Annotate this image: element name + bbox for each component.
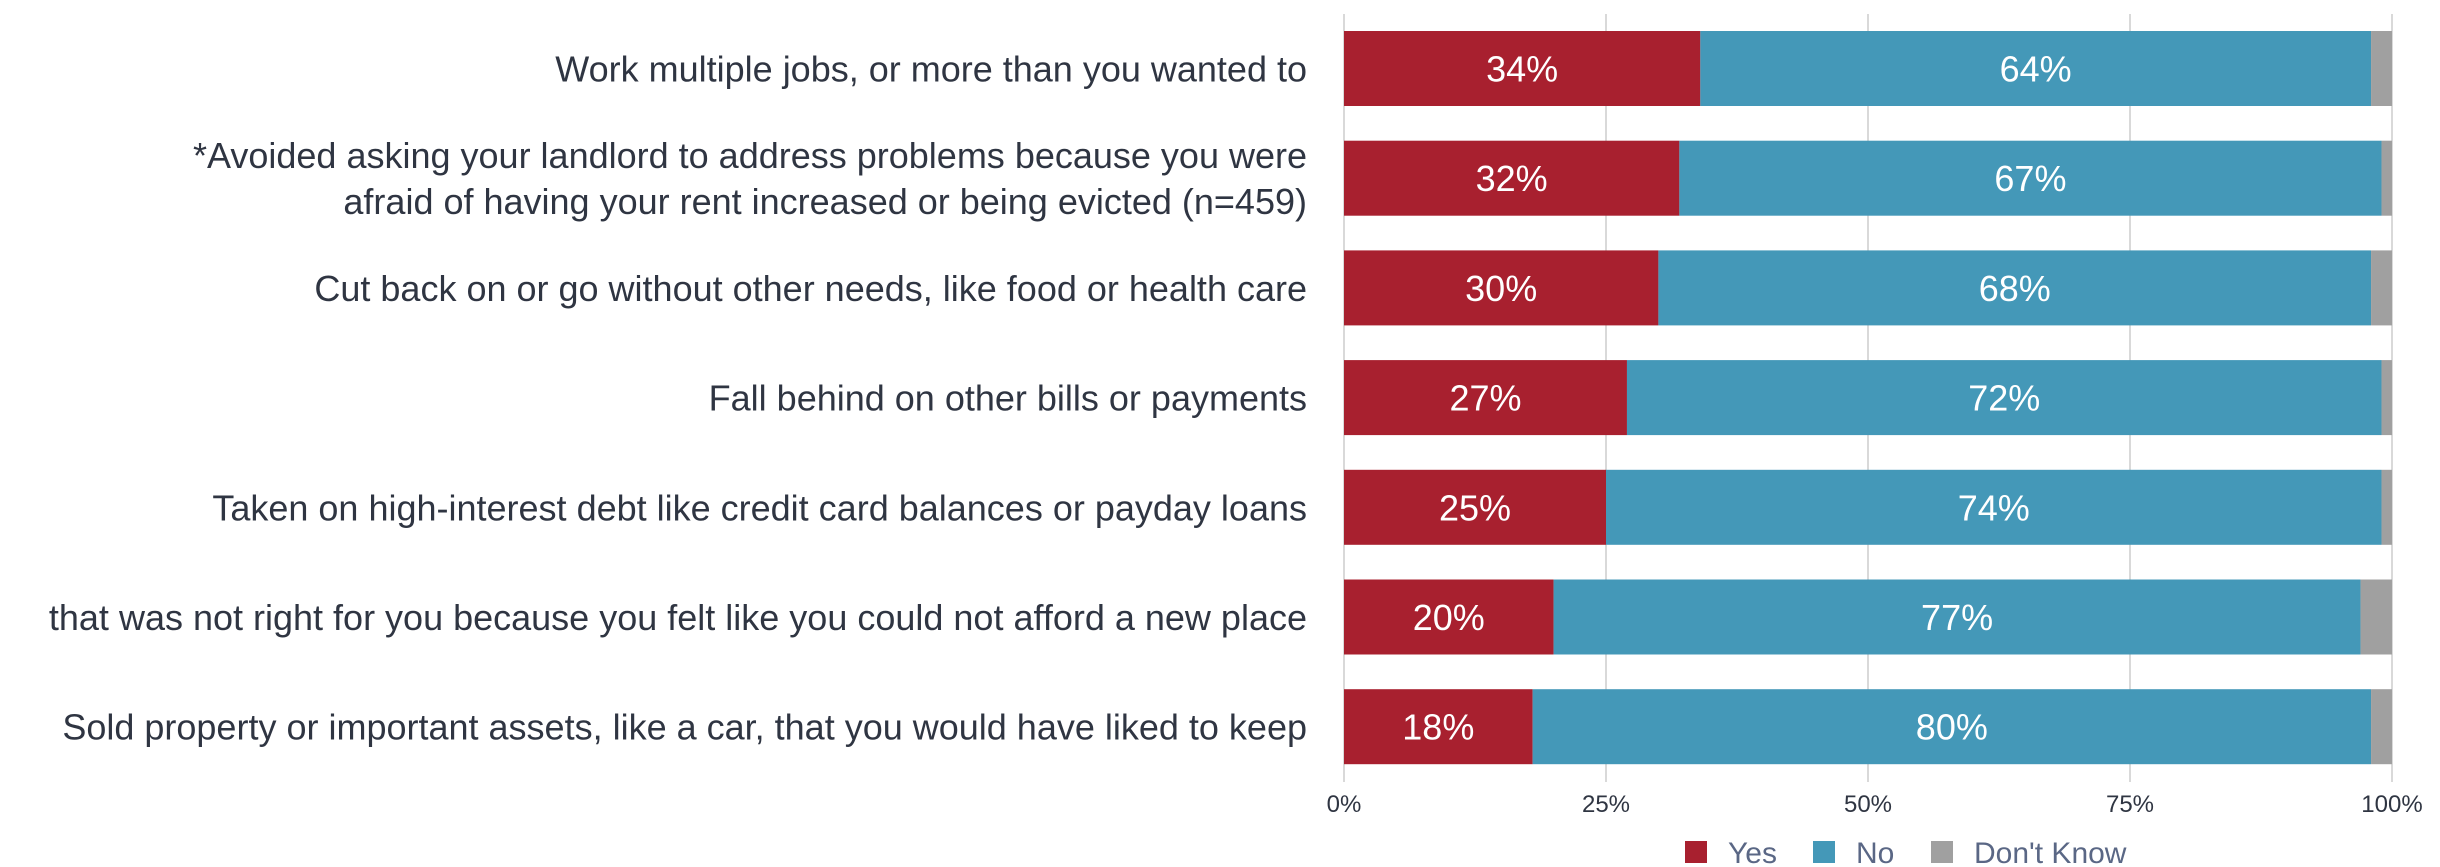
bar-don-t-know-1 bbox=[2371, 31, 2392, 106]
data-label-yes-1: 34% bbox=[1486, 49, 1558, 90]
bar-yes-2 bbox=[1344, 140, 1680, 216]
data-label-no-1: 64% bbox=[2000, 49, 2072, 90]
legend-swatch-don-t-know bbox=[1931, 841, 1953, 863]
bar-don-t-know-7 bbox=[2371, 689, 2392, 765]
data-label-yes-4: 27% bbox=[1449, 378, 1521, 419]
data-label-yes-2: 32% bbox=[1476, 158, 1548, 199]
bar-yes-5 bbox=[1344, 469, 1606, 545]
legend-swatch-no bbox=[1813, 841, 1835, 863]
data-label-no-4: 72% bbox=[1968, 378, 2040, 419]
x-tick-label-0pct: 0% bbox=[1327, 791, 1362, 818]
data-label-no-3: 68% bbox=[1979, 268, 2051, 309]
bar-don-t-know-6 bbox=[2360, 579, 2392, 655]
bar-yes-3 bbox=[1344, 250, 1659, 326]
legend-label-don-t-know: Don't Know bbox=[1974, 837, 2127, 867]
data-label-no-5: 74% bbox=[1958, 487, 2030, 528]
bar-don-t-know-4 bbox=[2381, 360, 2392, 436]
bar-don-t-know-5 bbox=[2381, 469, 2392, 545]
data-label-no-6: 77% bbox=[1921, 597, 1993, 638]
bar-yes-6 bbox=[1344, 579, 1554, 655]
bar-no-7 bbox=[1532, 689, 2372, 765]
legend-label-yes: Yes bbox=[1728, 837, 1777, 867]
bar-don-t-know-2 bbox=[2381, 140, 2392, 216]
legend-swatch-yes bbox=[1685, 841, 1707, 863]
bar-no-4 bbox=[1626, 360, 2382, 436]
bar-yes-4 bbox=[1344, 360, 1627, 436]
category-label-2-line-2: afraid of having your rent increased or … bbox=[343, 181, 1307, 222]
category-label-6: that was not right for you because you f… bbox=[49, 597, 1307, 638]
bar-no-1 bbox=[1700, 31, 2372, 106]
x-tick-label-75pct: 75% bbox=[2106, 791, 2154, 818]
category-label-7: Sold property or important assets, like … bbox=[62, 707, 1307, 748]
x-tick-label-25pct: 25% bbox=[1582, 791, 1630, 818]
data-label-yes-6: 20% bbox=[1413, 597, 1485, 638]
data-label-yes-3: 30% bbox=[1465, 268, 1537, 309]
bar-yes-1 bbox=[1344, 31, 1701, 106]
category-label-1: Work multiple jobs, or more than you wan… bbox=[555, 49, 1307, 90]
bar-no-5 bbox=[1606, 469, 2382, 545]
bar-yes-7 bbox=[1344, 689, 1533, 765]
data-label-yes-5: 25% bbox=[1439, 487, 1511, 528]
bar-don-t-know-3 bbox=[2371, 250, 2392, 326]
category-label-5: Taken on high-interest debt like credit … bbox=[212, 487, 1307, 528]
x-tick-label-50pct: 50% bbox=[1844, 791, 1892, 818]
bar-no-6 bbox=[1553, 579, 2361, 655]
category-label-3: Cut back on or go without other needs, l… bbox=[314, 268, 1307, 309]
bar-no-2 bbox=[1679, 140, 2382, 216]
data-label-no-2: 67% bbox=[1994, 158, 2066, 199]
x-tick-label-100pct: 100% bbox=[2361, 791, 2422, 818]
category-label-4: Fall behind on other bills or payments bbox=[709, 378, 1307, 419]
data-label-yes-7: 18% bbox=[1402, 707, 1474, 748]
legend-label-no: No bbox=[1856, 837, 1894, 867]
bar-no-3 bbox=[1658, 250, 2372, 326]
category-label-2-line-1: *Avoided asking your landlord to address… bbox=[193, 135, 1307, 176]
data-label-no-7: 80% bbox=[1916, 707, 1988, 748]
